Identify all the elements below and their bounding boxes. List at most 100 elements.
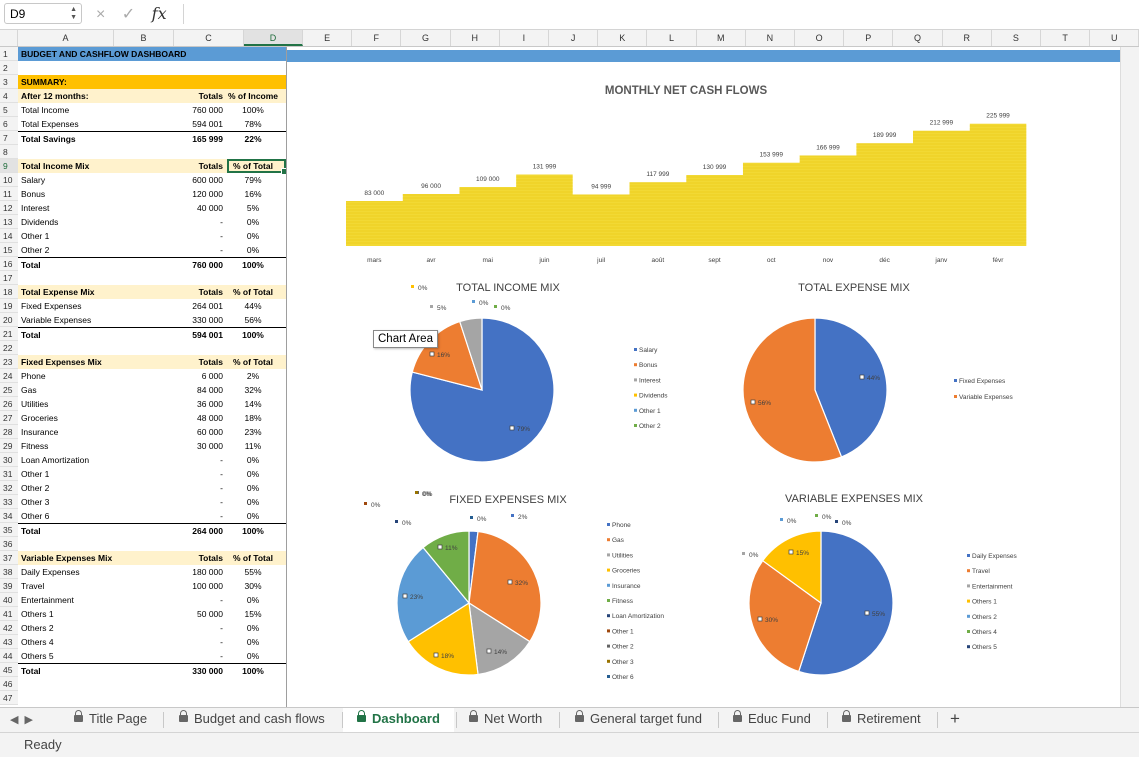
column-header[interactable]: E: [303, 30, 353, 46]
cell-c[interactable]: -: [220, 595, 223, 605]
vertical-scrollbar[interactable]: [1120, 47, 1139, 707]
cell-c[interactable]: 760 000: [192, 105, 223, 115]
row-header[interactable]: 11: [0, 187, 18, 201]
row-header[interactable]: 47: [0, 691, 18, 705]
cell-c[interactable]: Totals: [198, 357, 223, 367]
cell-c[interactable]: -: [220, 637, 223, 647]
column-header[interactable]: R: [943, 30, 992, 46]
row-header[interactable]: 46: [0, 677, 18, 691]
cell-c[interactable]: -: [220, 651, 223, 661]
cell-c[interactable]: 30 000: [197, 441, 223, 451]
column-header[interactable]: T: [1041, 30, 1091, 46]
enter-icon[interactable]: ✓: [121, 6, 136, 23]
row-header[interactable]: 44: [0, 649, 18, 663]
cell-d[interactable]: 44%: [244, 301, 262, 311]
cell-d[interactable]: % of Total: [233, 357, 273, 367]
cell-c[interactable]: -: [220, 483, 223, 493]
cell-c[interactable]: 594 001: [192, 119, 223, 129]
cell-c[interactable]: 84 000: [197, 385, 223, 395]
row-header[interactable]: 9: [0, 159, 18, 173]
row-header[interactable]: 29: [0, 439, 18, 453]
cell-d[interactable]: 18%: [244, 413, 262, 423]
cell-a[interactable]: Others 5: [21, 651, 54, 661]
cell-d[interactable]: 0%: [246, 497, 260, 507]
cell-d[interactable]: 0%: [246, 511, 260, 521]
select-all-corner[interactable]: [0, 30, 18, 46]
cell-a[interactable]: Total Income: [21, 105, 70, 115]
cell-d[interactable]: 0%: [246, 595, 260, 605]
row-header[interactable]: 16: [0, 257, 18, 271]
cell-a[interactable]: Total Income Mix: [21, 161, 90, 171]
cell-a[interactable]: Entertainment: [21, 595, 74, 605]
row-header[interactable]: 38: [0, 565, 18, 579]
name-box[interactable]: D9 ▲ ▼: [4, 3, 82, 24]
cell-d[interactable]: 100%: [242, 260, 264, 270]
column-header[interactable]: P: [844, 30, 894, 46]
cell-d[interactable]: 0%: [246, 623, 260, 633]
tab-net-worth[interactable]: Net Worth: [469, 708, 542, 732]
row-header[interactable]: 13: [0, 215, 18, 229]
cell-d[interactable]: % of Total: [233, 161, 273, 171]
row-header[interactable]: 7: [0, 131, 18, 145]
cell-a[interactable]: Other 1: [21, 469, 50, 479]
cell-c[interactable]: 600 000: [192, 175, 223, 185]
cell-d[interactable]: 0%: [246, 231, 260, 241]
row-header[interactable]: 3: [0, 75, 18, 89]
cell-c[interactable]: -: [220, 217, 223, 227]
row-header[interactable]: 12: [0, 201, 18, 215]
cell-c[interactable]: -: [220, 511, 223, 521]
row-header[interactable]: 45: [0, 663, 18, 677]
row-header[interactable]: 31: [0, 467, 18, 481]
insert-function-icon[interactable]: fx: [151, 4, 167, 23]
cell-a[interactable]: Other 3: [21, 497, 50, 507]
column-header[interactable]: G: [401, 30, 451, 46]
row-header[interactable]: 43: [0, 635, 18, 649]
cell-c[interactable]: Totals: [198, 91, 223, 101]
cell-a[interactable]: Travel: [21, 581, 45, 591]
cell-c[interactable]: 330 000: [192, 666, 223, 676]
dashboard-area[interactable]: MONTHLY NET CASH FLOWS 83 000 mars 96 000 av…: [287, 47, 1120, 707]
cell-d[interactable]: 2%: [246, 371, 260, 381]
cell-a[interactable]: Variable Expenses: [21, 315, 92, 325]
row-header[interactable]: 40: [0, 593, 18, 607]
row-header[interactable]: 20: [0, 313, 18, 327]
cell-d[interactable]: 0%: [246, 469, 260, 479]
cell-d[interactable]: 100%: [242, 666, 264, 676]
cell-a[interactable]: Total Expense Mix: [21, 287, 95, 297]
column-header[interactable]: O: [795, 30, 845, 46]
cell-a[interactable]: Other 1: [21, 231, 50, 241]
cell-a[interactable]: Fixed Expenses Mix: [21, 357, 102, 367]
cell-a[interactable]: Total Expenses: [21, 119, 79, 129]
row-header[interactable]: 39: [0, 579, 18, 593]
cell-d[interactable]: % of Income: [227, 91, 279, 101]
cell-c[interactable]: -: [220, 623, 223, 633]
cell-d[interactable]: 100%: [242, 330, 264, 340]
cell-c[interactable]: 330 000: [192, 315, 223, 325]
row-header[interactable]: 34: [0, 509, 18, 523]
cell-a[interactable]: Loan Amortization: [21, 455, 90, 465]
column-header[interactable]: B: [114, 30, 174, 46]
cell-a[interactable]: Others 2: [21, 623, 54, 633]
row-header[interactable]: 6: [0, 117, 18, 131]
row-header[interactable]: 37: [0, 551, 18, 565]
row-header[interactable]: 27: [0, 411, 18, 425]
cell-c[interactable]: 120 000: [192, 189, 223, 199]
row-header[interactable]: 33: [0, 495, 18, 509]
cell-d[interactable]: 14%: [244, 399, 262, 409]
tab-retirement[interactable]: Retirement: [842, 708, 921, 732]
cell-d[interactable]: 16%: [244, 189, 262, 199]
row-header[interactable]: 24: [0, 369, 18, 383]
row-header[interactable]: 21: [0, 327, 18, 341]
row-header[interactable]: 14: [0, 229, 18, 243]
cell-d[interactable]: % of Total: [233, 287, 273, 297]
cell-c[interactable]: Totals: [198, 161, 223, 171]
cell-c[interactable]: Totals: [198, 287, 223, 297]
cell-c[interactable]: Totals: [198, 553, 223, 563]
column-header[interactable]: N: [746, 30, 795, 46]
cell-c[interactable]: 100 000: [192, 581, 223, 591]
cell-d[interactable]: 55%: [244, 567, 262, 577]
row-header[interactable]: 23: [0, 355, 18, 369]
cell-c[interactable]: -: [220, 497, 223, 507]
cell-a[interactable]: Dividends: [21, 217, 59, 227]
cell-c[interactable]: 6 000: [201, 371, 223, 381]
